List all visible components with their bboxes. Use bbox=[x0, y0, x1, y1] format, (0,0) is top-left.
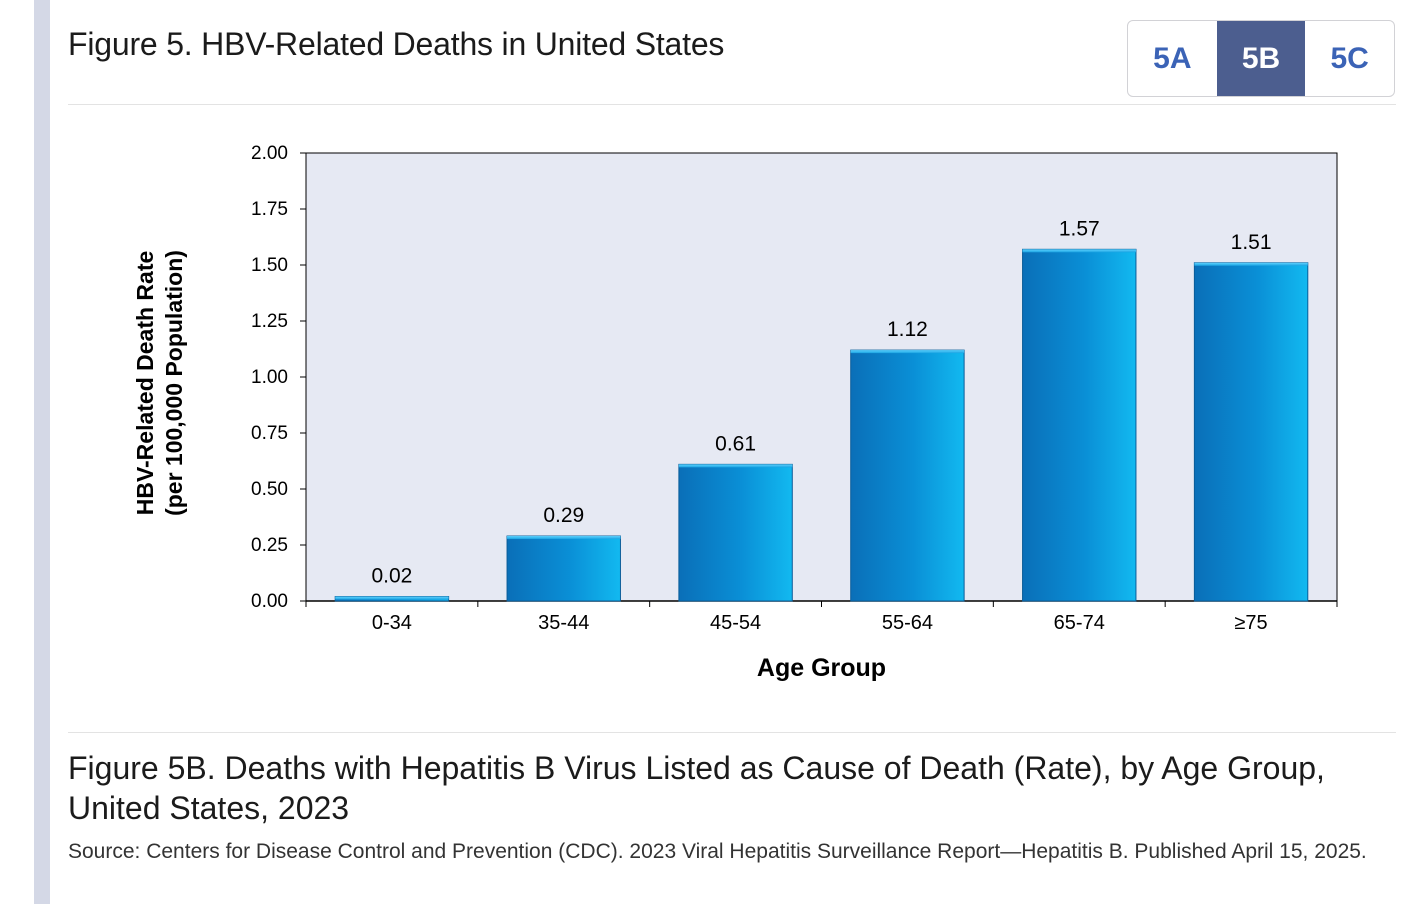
x-axis-label: Age Group bbox=[757, 654, 886, 682]
y-tick-label: 1.75 bbox=[251, 199, 288, 220]
tab-5c[interactable]: 5C bbox=[1330, 41, 1369, 75]
divider bbox=[68, 104, 1396, 105]
bar bbox=[850, 349, 965, 602]
data-label: 0.29 bbox=[543, 504, 584, 527]
figure-tabs: 5A 5B 5C bbox=[1127, 20, 1395, 97]
x-tick-label: 35-44 bbox=[538, 612, 589, 634]
data-label: 1.12 bbox=[887, 318, 928, 341]
tab-5a[interactable]: 5A bbox=[1153, 41, 1192, 75]
y-tick-label: 0.25 bbox=[251, 535, 288, 556]
x-tick-label: 55-64 bbox=[882, 612, 933, 634]
x-tick-label: ≥75 bbox=[1234, 612, 1267, 634]
tab-5b[interactable]: 5B bbox=[1216, 21, 1306, 96]
data-label: 0.61 bbox=[715, 432, 756, 455]
y-axis-label-line2: (per 100,000 Population) bbox=[161, 250, 187, 516]
bar bbox=[678, 463, 793, 602]
bar-top-highlight bbox=[678, 464, 793, 468]
plot-area bbox=[305, 152, 1338, 602]
y-tick-label: 0.00 bbox=[251, 591, 288, 612]
divider bbox=[68, 732, 1396, 733]
figure-title: Figure 5. HBV-Related Deaths in United S… bbox=[68, 26, 725, 62]
left-rail bbox=[0, 0, 50, 904]
bar-top-highlight bbox=[850, 350, 965, 354]
bar-chart: 0.00 0.25 0.50 0.75 1.00 1.25 1.50 1.75 2.00 0.02… bbox=[132, 143, 1338, 682]
x-tick-label: 65-74 bbox=[1054, 612, 1105, 634]
y-tick-label: 1.25 bbox=[251, 311, 288, 332]
left-rail-bar bbox=[34, 0, 50, 904]
y-tick-label: 2.00 bbox=[251, 143, 288, 164]
figure-source: Source: Centers for Disease Control and … bbox=[68, 840, 1367, 863]
bar-top-highlight bbox=[335, 596, 449, 600]
figure-caption: Figure 5B. Deaths with Hepatitis B Virus… bbox=[68, 750, 1325, 826]
y-tick-label: 0.50 bbox=[251, 479, 288, 500]
data-label: 1.57 bbox=[1059, 217, 1100, 240]
x-tick-label: 45-54 bbox=[710, 612, 761, 634]
y-tick-label: 1.50 bbox=[251, 255, 288, 276]
bar bbox=[1193, 262, 1309, 602]
bar-top-highlight bbox=[1022, 249, 1136, 253]
y-tick-label: 1.00 bbox=[251, 367, 288, 388]
data-label: 1.51 bbox=[1231, 231, 1272, 254]
x-tick-label: 0-34 bbox=[372, 612, 412, 634]
bar bbox=[1022, 248, 1137, 602]
bar-top-highlight bbox=[1194, 262, 1308, 266]
y-axis-label-line1: HBV-Related Death Rate bbox=[132, 251, 158, 516]
bar-top-highlight bbox=[507, 536, 621, 540]
bar bbox=[506, 535, 621, 602]
data-label: 0.02 bbox=[371, 565, 412, 588]
y-tick-label: 0.75 bbox=[251, 423, 288, 444]
figure-panel: Figure 5. HBV-Related Deaths in United S… bbox=[50, 0, 1424, 904]
